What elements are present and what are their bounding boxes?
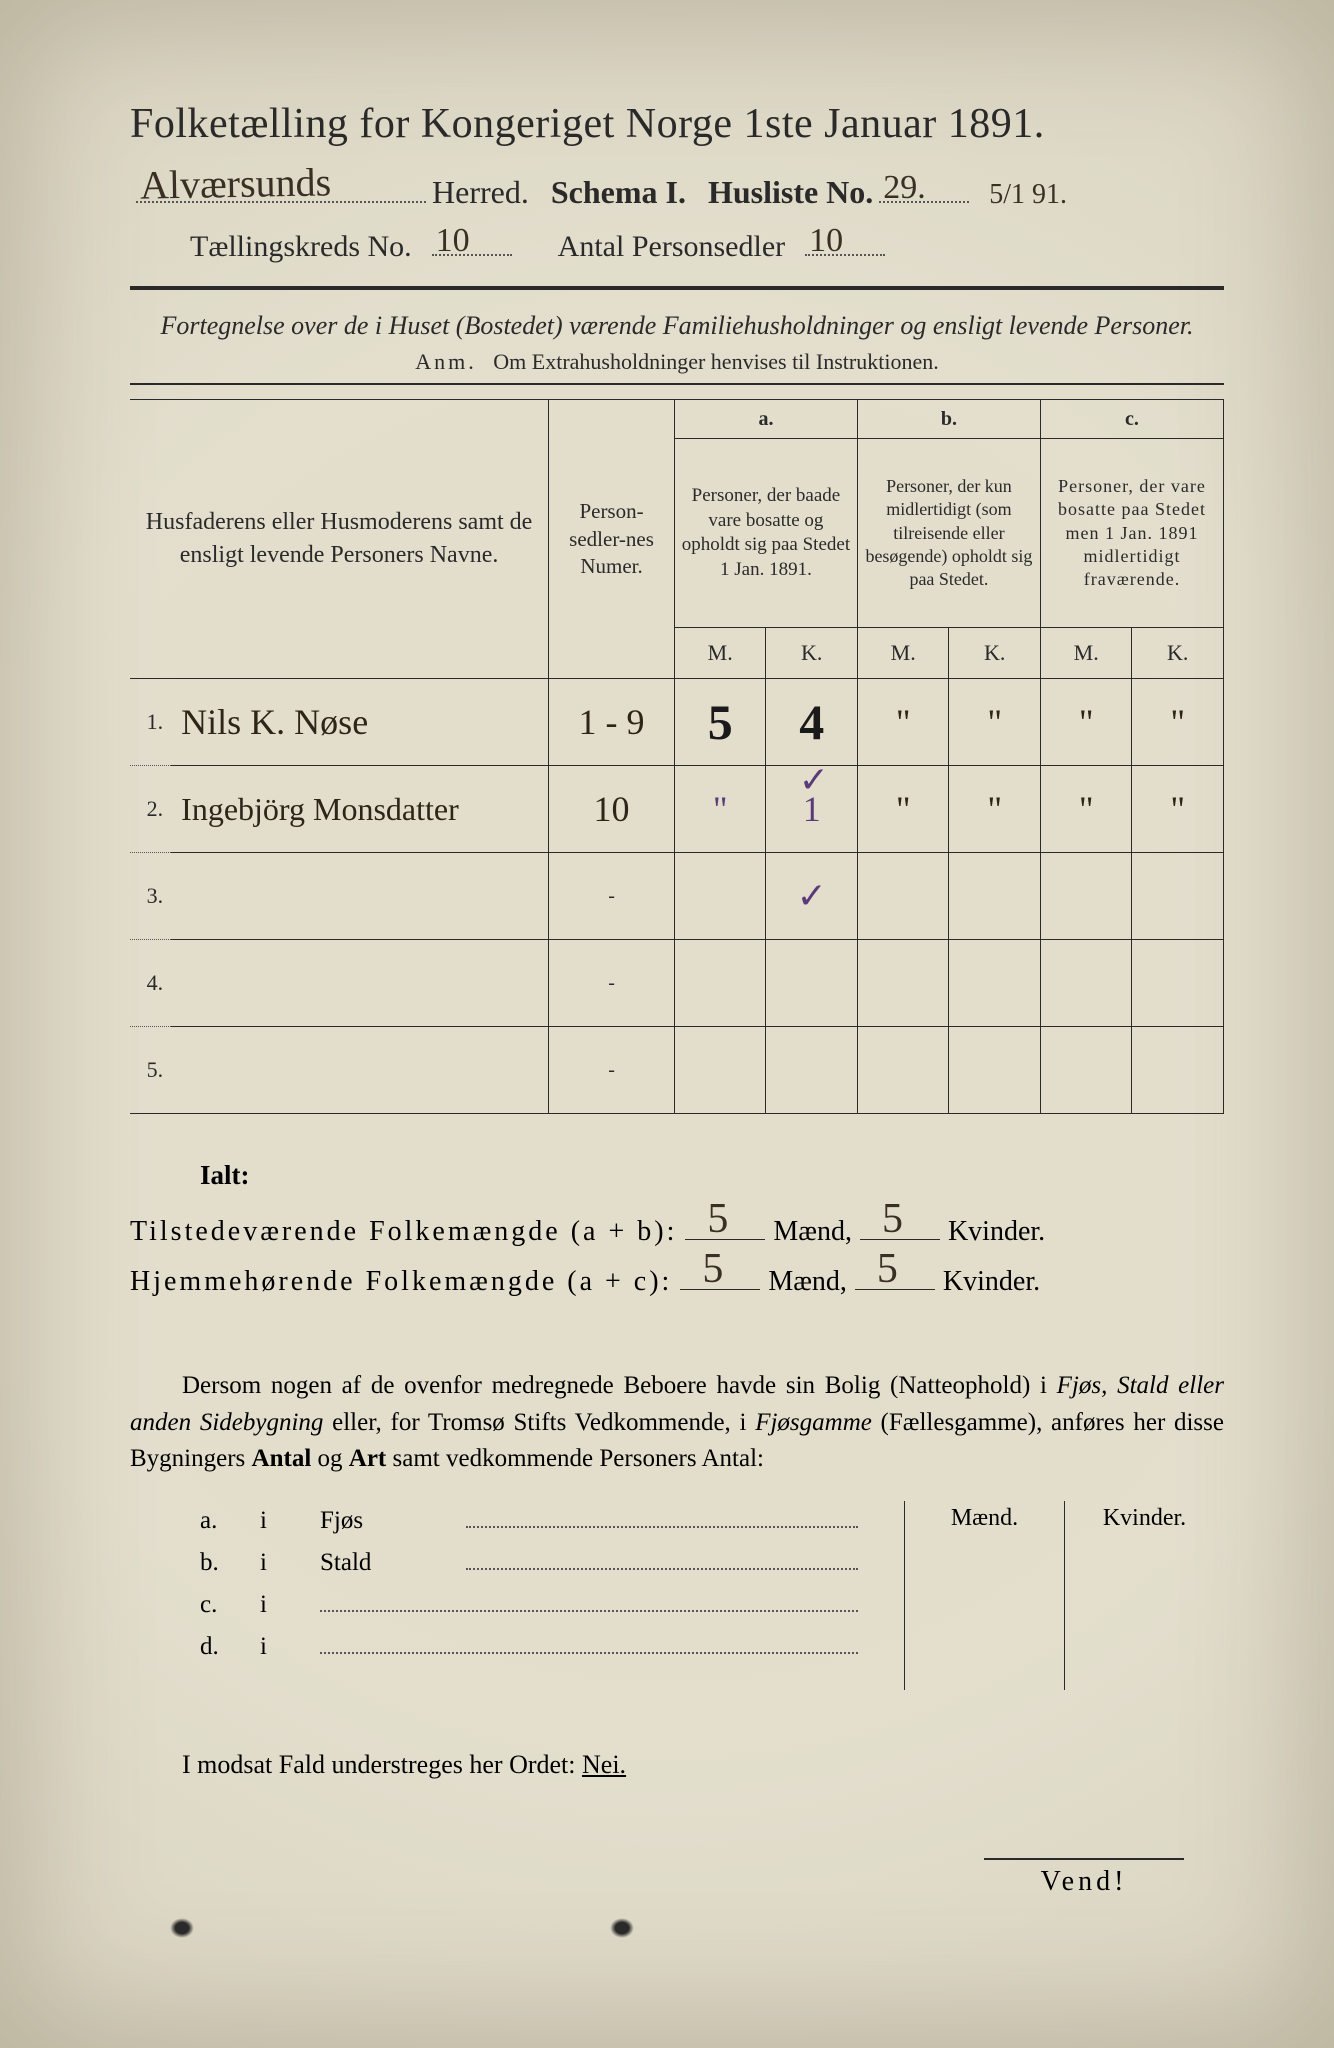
row5-numer: - bbox=[608, 1059, 615, 1081]
row2-name: Ingebjörg Monsdatter bbox=[181, 791, 459, 827]
row1-ck: " bbox=[1170, 702, 1185, 742]
maend-col-label: Mænd. bbox=[904, 1501, 1064, 1540]
maend-label-1: Mænd, bbox=[773, 1216, 852, 1248]
page-title: Folketælling for Kongeriget Norge 1ste J… bbox=[130, 100, 1224, 148]
census-table: Husfaderens eller Husmoderens samt de en… bbox=[130, 399, 1224, 1114]
nei-line: I modsat Fald understreges her Ordet: Ne… bbox=[130, 1750, 1224, 1780]
col-a-m: M. bbox=[674, 628, 766, 679]
row2-bk: " bbox=[987, 789, 1002, 829]
row1-bk: " bbox=[987, 702, 1002, 742]
maend-label-2: Mænd, bbox=[768, 1266, 847, 1298]
header-line-2: Tællingskreds No. 10 Antal Personsedler … bbox=[190, 221, 1224, 264]
table-row: 5. - bbox=[130, 1027, 1224, 1114]
husliste-label: Husliste No. bbox=[708, 174, 873, 211]
anm-text: Om Extrahusholdninger henvises til Instr… bbox=[493, 349, 938, 374]
hjemme-label: Hjemmehørende Folkemængde (a + c): bbox=[130, 1266, 672, 1298]
group-c-text: Personer, der vare bosatte paa Stedet me… bbox=[1040, 439, 1223, 628]
antal-hw: 10 bbox=[809, 222, 843, 260]
row3-numer: - bbox=[608, 885, 615, 907]
row1-bm: " bbox=[896, 702, 911, 742]
description-italic: Fortegnelse over de i Huset (Bostedet) v… bbox=[130, 308, 1224, 343]
col-a-k: K. bbox=[766, 628, 858, 679]
table-row: 4. - bbox=[130, 940, 1224, 1027]
abcd-row: d. i bbox=[200, 1627, 864, 1661]
ialt-label: Ialt: bbox=[200, 1160, 1224, 1191]
abcd-block: a. i Fjøs b. i Stald c. i d. i bbox=[200, 1501, 1224, 1690]
col-b-k: K. bbox=[949, 628, 1041, 679]
kreds-label: Tællingskreds No. bbox=[190, 230, 412, 264]
totals-block: Ialt: Tilstedeværende Folkemængde (a + b… bbox=[130, 1160, 1224, 1298]
row1-ak: 4 bbox=[799, 694, 824, 750]
tilstede-k-hw: 5 bbox=[882, 1195, 903, 1243]
anm-line: Anm. Om Extrahusholdninger henvises til … bbox=[130, 349, 1224, 375]
anm-label: Anm. bbox=[415, 349, 477, 374]
group-b-text: Personer, der kun midlertidigt (som tilr… bbox=[857, 439, 1040, 628]
kvinder-col-label: Kvinder. bbox=[1064, 1501, 1224, 1540]
kvinder-label-2: Kvinder. bbox=[943, 1266, 1040, 1298]
row1-cm: " bbox=[1079, 702, 1094, 742]
row2-ck: " bbox=[1170, 789, 1185, 829]
row1-am: 5 bbox=[708, 694, 733, 750]
group-a-text: Personer, der baade vare bosatte og opho… bbox=[674, 439, 857, 628]
col-c-k: K. bbox=[1132, 628, 1224, 679]
header-line-1: Alværsunds Herred. Schema I. Husliste No… bbox=[130, 166, 1224, 211]
row2-numer: 10 bbox=[594, 789, 630, 829]
abcd-row: b. i Stald bbox=[200, 1543, 864, 1577]
ink-smudge-icon bbox=[610, 1918, 634, 1938]
divider-thick bbox=[130, 286, 1224, 290]
row2-bm: " bbox=[896, 789, 911, 829]
tilstede-label: Tilstedeværende Folkemængde (a + b): bbox=[130, 1216, 677, 1248]
hjemme-k-hw: 5 bbox=[877, 1245, 898, 1293]
row1-numer: 1 - 9 bbox=[579, 702, 645, 742]
schema-label: Schema I. bbox=[551, 174, 686, 211]
divider-med bbox=[130, 383, 1224, 385]
paragraph-block: Dersom nogen af de ovenfor medregnede Be… bbox=[130, 1368, 1224, 1477]
group-a-label: a. bbox=[674, 400, 857, 439]
hjemme-m-hw: 5 bbox=[702, 1245, 723, 1293]
vend-footer: Vend! bbox=[984, 1858, 1184, 1898]
herred-handwritten: Alværsunds bbox=[140, 159, 332, 209]
herred-label: Herred. bbox=[432, 174, 529, 211]
group-c-label: c. bbox=[1040, 400, 1223, 439]
tilstede-m-hw: 5 bbox=[707, 1195, 728, 1243]
antal-label: Antal Personsedler bbox=[558, 230, 785, 264]
kvinder-label-1: Kvinder. bbox=[948, 1216, 1045, 1248]
group-b-label: b. bbox=[857, 400, 1040, 439]
mk-block: Mænd. Kvinder. bbox=[904, 1501, 1224, 1690]
table-row: 1. Nils K. Nøse 1 - 9 5 4 " " " " bbox=[130, 679, 1224, 766]
col-header-numer: Person-sedler-nes Numer. bbox=[549, 400, 675, 679]
document-page: Folketælling for Kongeriget Norge 1ste J… bbox=[0, 0, 1334, 2048]
abcd-row: a. i Fjøs bbox=[200, 1501, 864, 1535]
row2-am: " bbox=[713, 789, 728, 829]
abcd-row: c. i bbox=[200, 1585, 864, 1619]
row4-numer: - bbox=[608, 972, 615, 994]
col-header-names: Husfaderens eller Husmoderens samt de en… bbox=[130, 400, 549, 679]
kreds-no-hw: 10 bbox=[436, 222, 470, 260]
row1-name: Nils K. Nøse bbox=[181, 702, 368, 742]
table-row: 2. Ingebjörg Monsdatter 10 " ✓1 " " " " bbox=[130, 766, 1224, 853]
ink-smudge-icon bbox=[170, 1918, 194, 1938]
row2-cm: " bbox=[1079, 789, 1094, 829]
col-b-m: M. bbox=[857, 628, 949, 679]
col-c-m: M. bbox=[1040, 628, 1132, 679]
husliste-no-hw: 29. bbox=[883, 169, 926, 207]
date-margin-hw: 5/1 91. bbox=[989, 179, 1067, 211]
row3-ak: ✓ bbox=[797, 876, 827, 916]
table-row: 3. - ✓ bbox=[130, 853, 1224, 940]
